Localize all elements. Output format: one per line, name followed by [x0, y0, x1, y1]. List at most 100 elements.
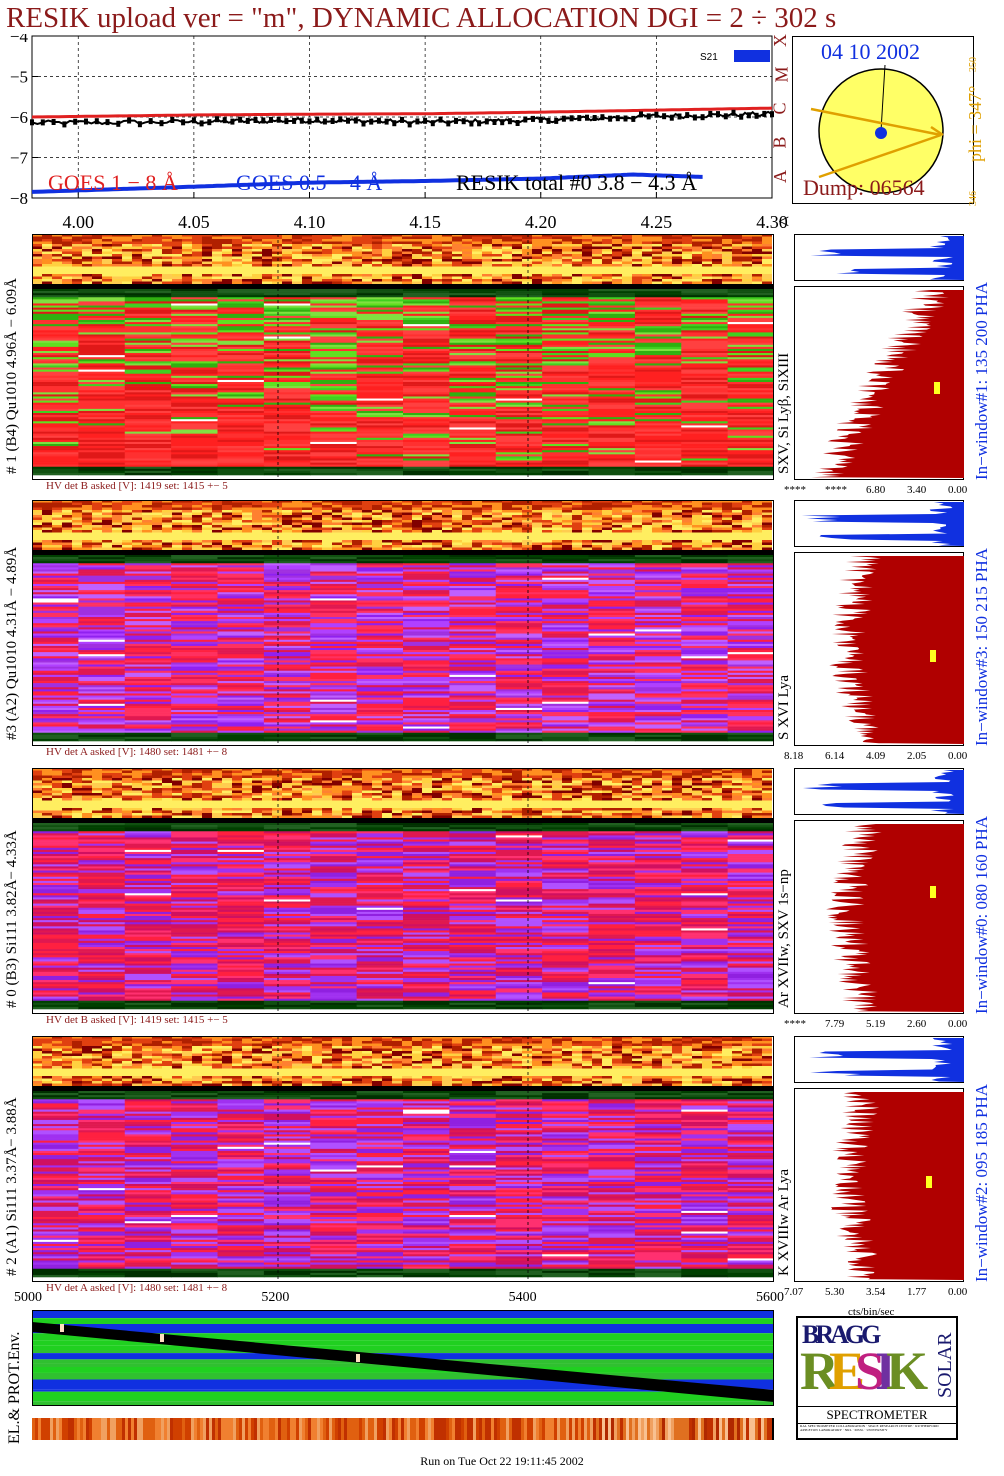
band-cell	[662, 500, 672, 503]
band-cell	[172, 540, 182, 543]
band-cell	[362, 545, 372, 548]
band-cell	[482, 249, 492, 252]
spec-cell	[263, 289, 311, 292]
spec-cell	[588, 289, 636, 292]
spec-cell	[634, 388, 682, 391]
band-cell	[482, 517, 492, 521]
spec-cell	[310, 305, 358, 308]
band-cell	[712, 279, 722, 282]
band-cell	[62, 505, 72, 508]
band-cell	[282, 269, 292, 272]
spec-cell	[171, 336, 218, 339]
band-cell	[692, 502, 702, 506]
band-cell	[52, 254, 62, 257]
band-cell	[562, 276, 572, 280]
spec-cell	[495, 299, 543, 302]
band-cell	[432, 271, 442, 275]
band-cell	[252, 279, 262, 282]
spec-cell	[542, 386, 589, 389]
spec-cell	[542, 342, 589, 346]
band-cell	[652, 522, 662, 526]
band-cell	[442, 502, 452, 506]
spec-cell	[32, 425, 79, 428]
spec-cell	[217, 351, 265, 354]
band-cell	[302, 261, 312, 265]
band-cell	[62, 527, 72, 531]
spec-cell	[495, 291, 543, 294]
band-cell	[762, 236, 772, 240]
spec-cell	[727, 435, 774, 439]
band-cell	[352, 517, 362, 521]
band-cell	[292, 244, 302, 247]
band-cell	[272, 517, 282, 521]
spec-cell	[634, 400, 682, 403]
band-cell	[312, 256, 322, 260]
band-cell	[432, 532, 442, 536]
band-cell	[42, 279, 52, 282]
band-cell	[122, 274, 132, 277]
band-cell	[542, 505, 552, 508]
spec-cell	[217, 596, 265, 599]
band-cell	[482, 522, 492, 526]
band-cell	[102, 545, 112, 548]
band-cell	[682, 520, 692, 523]
band-cell	[572, 522, 582, 526]
band-cell	[672, 259, 682, 262]
band-cell	[522, 517, 532, 521]
band-cell	[112, 279, 122, 282]
band-cell	[402, 520, 412, 523]
spec-cell	[403, 596, 450, 599]
band-cell	[62, 276, 72, 280]
spec-cell	[356, 404, 404, 408]
band-cell	[162, 246, 172, 250]
spec-cell	[124, 330, 172, 333]
band-cell	[732, 281, 742, 285]
spec-cell	[449, 353, 497, 356]
band-cell	[322, 505, 332, 508]
band-cell	[322, 517, 332, 521]
band-cell	[292, 547, 302, 551]
spec-cell	[727, 586, 774, 589]
spec-cell	[217, 369, 265, 372]
spec-cell	[32, 382, 79, 385]
band-cell	[302, 545, 312, 548]
band-cell	[192, 276, 202, 280]
band-cell	[92, 537, 102, 541]
band-cell	[132, 249, 142, 252]
spec-cell	[356, 303, 404, 306]
band-cell	[242, 256, 252, 260]
band-cell	[612, 254, 622, 257]
band-cell	[462, 274, 472, 277]
spec-cell	[588, 590, 636, 593]
band-cell	[182, 542, 192, 546]
spec-cell	[124, 569, 172, 572]
resik-point	[384, 118, 389, 125]
band-cell	[442, 530, 452, 533]
spec-cell	[356, 386, 404, 389]
resik-point	[62, 121, 67, 128]
band-cell	[732, 244, 742, 247]
spec-cell	[78, 583, 126, 587]
band-cell	[362, 261, 372, 265]
spec-cell	[449, 342, 497, 346]
band-cell	[382, 239, 392, 242]
band-cell	[412, 537, 422, 541]
spec-cell	[217, 357, 265, 360]
band-cell	[242, 259, 252, 262]
spec-cell	[310, 579, 358, 583]
spec-cell	[403, 398, 450, 401]
spec-cell	[542, 444, 589, 447]
band-cell	[452, 246, 462, 250]
band-cell	[232, 256, 242, 260]
band-cell	[532, 532, 542, 536]
band-cell	[212, 540, 222, 543]
band-cell	[262, 246, 272, 250]
band-cell	[432, 269, 442, 272]
spec-cell	[727, 313, 774, 317]
spec-cell	[634, 567, 682, 570]
band-cell	[52, 271, 62, 275]
band-cell	[322, 522, 332, 526]
band-cell	[522, 547, 532, 551]
band-cell	[402, 530, 412, 533]
resik-point	[746, 112, 751, 119]
